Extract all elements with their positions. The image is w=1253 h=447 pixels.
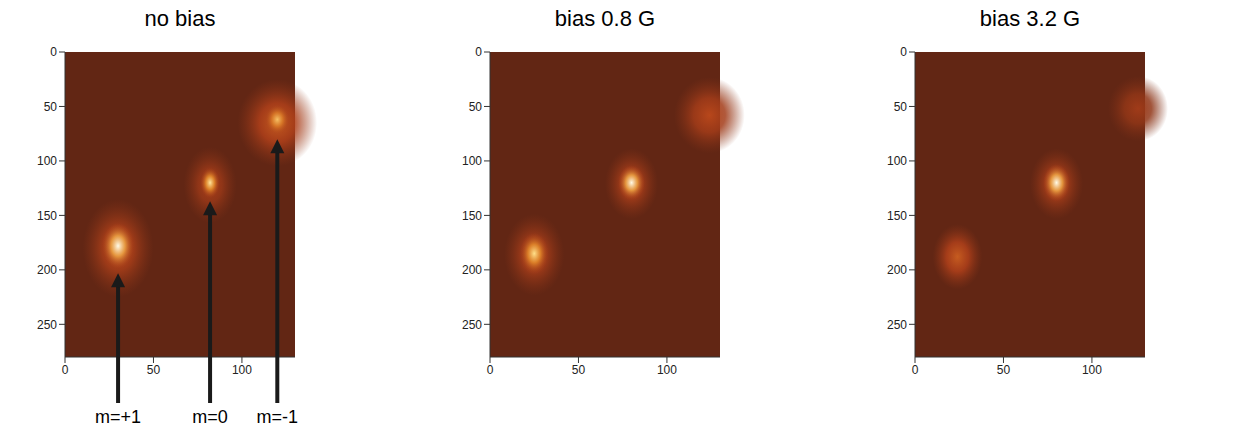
svg-text:150: 150 bbox=[887, 209, 907, 223]
svg-text:200: 200 bbox=[462, 263, 482, 277]
html-text:bias 0.8 G: bias 0.8 G bbox=[554, 6, 656, 31]
svg-text:0: 0 bbox=[475, 45, 482, 59]
svg-text:m=-1: m=-1 bbox=[257, 407, 299, 427]
svg-text:50: 50 bbox=[572, 363, 586, 377]
svg-text:50: 50 bbox=[894, 100, 908, 114]
svg-text:100: 100 bbox=[462, 154, 482, 168]
svg-text:100: 100 bbox=[887, 154, 907, 168]
svg-text:100: 100 bbox=[37, 154, 57, 168]
svg-text:150: 150 bbox=[37, 209, 57, 223]
svg-text:250: 250 bbox=[887, 318, 907, 332]
svg-text:0: 0 bbox=[62, 363, 69, 377]
svg-text:100: 100 bbox=[657, 363, 677, 377]
svg-text:50: 50 bbox=[44, 100, 58, 114]
svg-text:0: 0 bbox=[900, 45, 907, 59]
svg-text:50: 50 bbox=[997, 363, 1011, 377]
svg-text:100: 100 bbox=[232, 363, 252, 377]
svg-text:50: 50 bbox=[469, 100, 483, 114]
svg-text:50: 50 bbox=[147, 363, 161, 377]
svg-text:0: 0 bbox=[50, 45, 57, 59]
html-text:bias 3.2 G: bias 3.2 G bbox=[979, 6, 1081, 31]
svg-text:200: 200 bbox=[37, 263, 57, 277]
svg-text:m=0: m=0 bbox=[192, 407, 228, 427]
svg-text:250: 250 bbox=[462, 318, 482, 332]
svg-text:m=+1: m=+1 bbox=[95, 407, 141, 427]
html-text:no bias: no bias bbox=[144, 6, 216, 31]
svg-text:150: 150 bbox=[462, 209, 482, 223]
svg-text:100: 100 bbox=[1082, 363, 1102, 377]
svg-text:0: 0 bbox=[487, 363, 494, 377]
svg-text:200: 200 bbox=[887, 263, 907, 277]
svg-text:250: 250 bbox=[37, 318, 57, 332]
svg-text:0: 0 bbox=[912, 363, 919, 377]
